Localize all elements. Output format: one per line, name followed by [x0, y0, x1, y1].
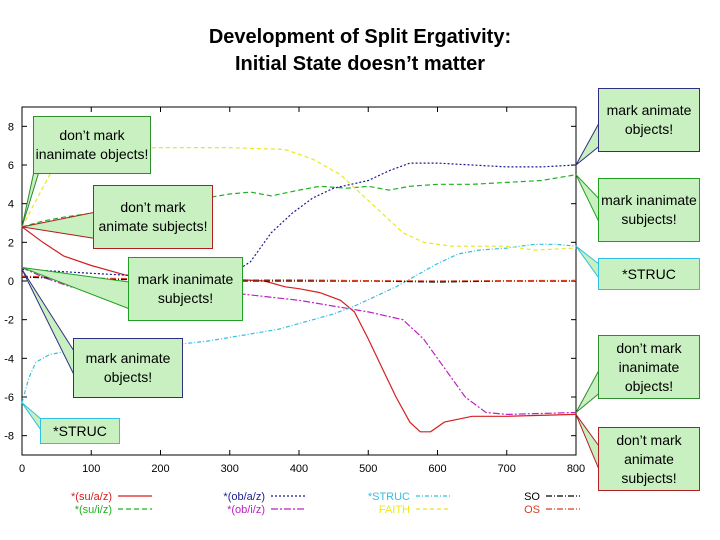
callout-text-0: don’t mark inanimate objects! — [35, 127, 149, 162]
callout-text-5: mark animate objects! — [606, 102, 692, 137]
x-tick-label: 300 — [221, 463, 239, 475]
y-tick-label: -6 — [4, 392, 14, 404]
callout-box-5: mark animate objects! — [598, 88, 700, 152]
legend-label-6: SO — [524, 491, 540, 503]
callout-box-4: *STRUC — [40, 418, 120, 444]
callout-box-8: don’t mark inanimate objects! — [598, 335, 700, 399]
callout-text-7: *STRUC — [622, 265, 676, 282]
x-tick-label: 0 — [19, 463, 25, 475]
x-tick-label: 600 — [428, 463, 446, 475]
x-tick-label: 400 — [290, 463, 308, 475]
y-tick-label: 2 — [8, 237, 14, 249]
legend-label-3: *(ob/i/z) — [227, 504, 265, 516]
series-line-4 — [21, 243, 577, 403]
legend-label-2: *(ob/a/z) — [223, 491, 265, 503]
y-tick-label: 4 — [8, 199, 14, 211]
series-line-6 — [21, 276, 576, 283]
x-tick-label: 700 — [498, 463, 516, 475]
chart-title-line-2: Initial State doesn’t matter — [234, 53, 486, 75]
y-tick-label: 0 — [8, 276, 14, 288]
callout-box-6: mark inanimate subjects! — [598, 178, 700, 242]
callout-box-2: mark inanimate subjects! — [128, 257, 243, 321]
y-tick-label: -2 — [4, 315, 14, 327]
chart-title: Development of Split Ergativity: Initial… — [90, 24, 630, 78]
callout-box-9: don’t mark animate subjects! — [598, 427, 700, 491]
callout-text-1: don’t mark animate subjects! — [98, 199, 208, 234]
callout-text-4: *STRUC — [53, 422, 107, 439]
callout-box-0: don’t mark inanimate objects! — [33, 116, 151, 174]
x-tick-label: 800 — [567, 463, 585, 475]
callout-text-2: mark inanimate subjects! — [137, 271, 234, 306]
series-line-7 — [21, 275, 577, 282]
callout-box-7: *STRUC — [598, 258, 700, 290]
x-tick-label: 500 — [359, 463, 377, 475]
y-tick-label: -8 — [4, 431, 14, 443]
legend-label-0: *(su/a/z) — [71, 491, 112, 503]
callout-text-6: mark inanimate subjects! — [601, 192, 697, 227]
legend-label-4: *STRUC — [368, 491, 410, 503]
x-tick-label: 100 — [82, 463, 100, 475]
y-tick-label: 6 — [8, 160, 14, 172]
series-line-0 — [21, 226, 577, 433]
callout-box-3: mark animate objects! — [73, 338, 183, 398]
callout-box-1: don’t mark animate subjects! — [93, 185, 213, 249]
callout-text-8: don’t mark inanimate objects! — [616, 339, 682, 394]
callout-text-9: don’t mark animate subjects! — [616, 431, 682, 486]
callout-text-3: mark animate objects! — [85, 350, 171, 385]
legend-label-5: FAITH — [379, 504, 410, 516]
y-tick-label: -4 — [4, 353, 14, 365]
x-tick-label: 200 — [151, 463, 169, 475]
legend-label-1: *(su/i/z) — [75, 504, 112, 516]
chart-title-line-1: Development of Split Ergativity: — [208, 26, 512, 48]
legend-label-7: OS — [524, 504, 540, 516]
y-tick-label: 8 — [8, 121, 14, 133]
